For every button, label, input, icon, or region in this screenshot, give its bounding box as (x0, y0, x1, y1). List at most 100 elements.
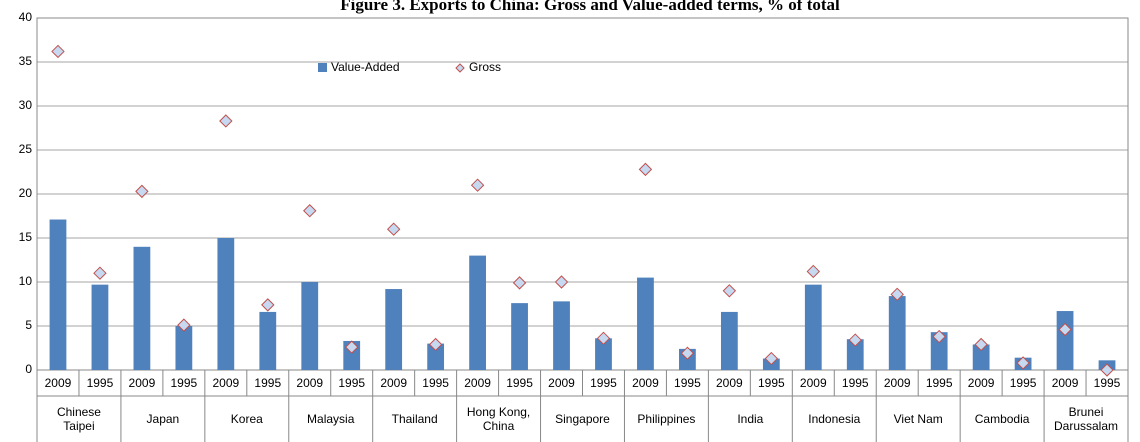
x-tick-label: 1995 (1010, 376, 1037, 390)
marker (596, 331, 611, 346)
y-tick-label: 15 (19, 230, 33, 244)
legend-swatch (318, 63, 327, 72)
marker (512, 276, 527, 290)
bar (595, 338, 612, 370)
x-tick-label: 1995 (254, 376, 281, 390)
group-label: India (737, 412, 764, 426)
x-tick-label: 1995 (338, 376, 365, 390)
marker (764, 351, 779, 366)
marker (890, 287, 904, 302)
x-tick-label: 2009 (968, 376, 995, 390)
bar (972, 344, 990, 370)
group-label: Brunei Darussalam (1054, 405, 1119, 433)
x-tick-label: 1995 (674, 376, 701, 390)
marker (638, 162, 653, 177)
bar (175, 326, 193, 370)
y-tick-label: 35 (19, 54, 33, 68)
x-tick-label: 1995 (590, 376, 617, 390)
y-tick-label: 40 (19, 10, 33, 24)
y-tick-label: 25 (19, 142, 33, 156)
bar (385, 289, 403, 370)
bar (720, 311, 738, 370)
x-tick-label: 2009 (296, 376, 323, 390)
x-tick-label: 2009 (45, 376, 72, 390)
group-label: Malaysia (307, 412, 355, 426)
bar (301, 282, 319, 370)
bar (217, 238, 235, 370)
bar (888, 296, 906, 370)
group-label: Hong Kong, China (466, 405, 531, 433)
marker (386, 222, 401, 236)
bar (427, 343, 445, 370)
marker (470, 178, 485, 192)
marker (848, 333, 862, 347)
x-tick-label: 2009 (129, 376, 156, 390)
marker (93, 266, 107, 280)
x-tick-label: 2009 (632, 376, 659, 390)
y-tick-label: 30 (19, 98, 33, 112)
marker (1058, 322, 1072, 337)
group-label: Cambodia (974, 412, 1030, 426)
y-tick-label: 5 (25, 318, 32, 332)
x-tick-label: 2009 (1052, 376, 1079, 390)
marker (806, 264, 820, 279)
x-tick-label: 1995 (758, 376, 785, 390)
bar (133, 246, 151, 370)
bar (259, 311, 277, 370)
bar (511, 303, 528, 370)
bar (846, 339, 864, 370)
bar (49, 219, 67, 370)
group-label: Japan (146, 412, 180, 426)
x-tick-label: 2009 (380, 376, 407, 390)
x-tick-label: 1995 (506, 376, 533, 390)
y-tick-label: 0 (25, 362, 32, 376)
marker (219, 114, 233, 128)
legend-label: Gross (469, 60, 501, 74)
marker (345, 340, 359, 354)
bar (553, 301, 570, 370)
bar (469, 255, 486, 370)
bar (91, 284, 109, 370)
chart-title: Figure 3. Exports to China: Gross and Va… (340, 0, 840, 14)
group-label: Korea (230, 412, 263, 426)
marker (1100, 363, 1114, 377)
marker (680, 346, 695, 360)
marker (722, 284, 737, 298)
marker (1016, 356, 1030, 370)
x-tick-label: 1995 (1094, 376, 1121, 390)
bar (930, 332, 948, 370)
x-tick-label: 2009 (464, 376, 491, 390)
marker (51, 44, 65, 59)
group-label: Chinese Taipei (56, 405, 101, 433)
marker (303, 204, 317, 218)
group-label: Viet Nam (893, 412, 943, 426)
x-tick-label: 2009 (884, 376, 911, 390)
x-tick-label: 2009 (716, 376, 743, 390)
bar (1056, 311, 1074, 370)
x-tick-label: 2009 (800, 376, 827, 390)
marker (554, 275, 569, 289)
legend-label: Value-Added (331, 60, 400, 74)
group-label: Indonesia (808, 412, 861, 426)
group-label: Philippines (637, 412, 696, 426)
marker (428, 337, 443, 352)
y-tick-label: 10 (19, 274, 33, 288)
x-tick-label: 2009 (212, 376, 239, 390)
marker (135, 184, 149, 199)
bar (804, 284, 822, 370)
marker (932, 329, 946, 344)
x-tick-label: 1995 (171, 376, 198, 390)
x-tick-label: 1995 (87, 376, 114, 390)
marker (261, 298, 275, 312)
x-tick-label: 2009 (548, 376, 575, 390)
marker (974, 337, 988, 352)
x-tick-label: 1995 (842, 376, 869, 390)
y-tick-label: 20 (19, 186, 33, 200)
x-tick-label: 1995 (926, 376, 953, 390)
x-tick-label: 1995 (422, 376, 449, 390)
legend-swatch (455, 63, 465, 73)
group-label: Singapore (555, 412, 610, 426)
group-label: Thailand (391, 412, 438, 426)
